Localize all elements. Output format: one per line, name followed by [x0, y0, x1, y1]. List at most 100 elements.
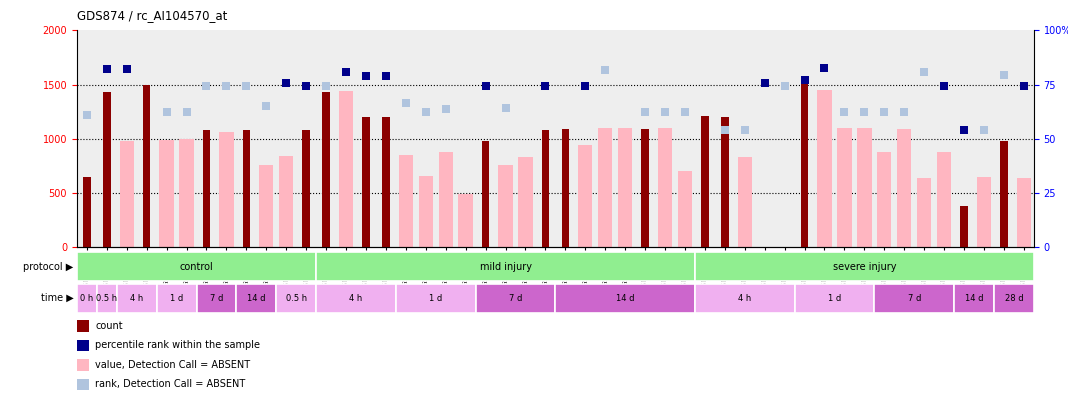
Point: [218, 82, 235, 89]
Bar: [801, 81, 808, 247]
Point: [238, 82, 255, 89]
Text: time ▶: time ▶: [41, 293, 74, 303]
Bar: [143, 85, 151, 247]
Point: [676, 109, 693, 115]
Bar: [555, 284, 695, 313]
Bar: [678, 171, 692, 247]
Point: [597, 67, 614, 74]
Bar: [396, 284, 475, 313]
Bar: [641, 129, 649, 247]
Bar: [316, 284, 396, 313]
Bar: [482, 141, 489, 247]
Point: [776, 82, 794, 89]
Bar: [458, 194, 473, 247]
Point: [178, 109, 195, 115]
Bar: [77, 252, 316, 281]
Bar: [242, 130, 250, 247]
Point: [298, 82, 315, 89]
Point: [358, 72, 375, 79]
Text: 14 d: 14 d: [616, 294, 634, 303]
Bar: [398, 155, 413, 247]
Point: [736, 127, 753, 133]
Bar: [721, 117, 728, 247]
Point: [1016, 82, 1033, 89]
Point: [537, 82, 554, 89]
Point: [836, 109, 853, 115]
Bar: [279, 156, 294, 247]
Bar: [960, 206, 968, 247]
Bar: [795, 284, 875, 313]
Bar: [159, 140, 174, 247]
Point: [577, 82, 594, 89]
Text: 7 d: 7 d: [508, 294, 522, 303]
Text: 0 h: 0 h: [80, 294, 94, 303]
Text: 1 d: 1 d: [828, 294, 842, 303]
Point: [337, 68, 355, 75]
Bar: [316, 252, 695, 281]
Point: [477, 82, 494, 89]
Text: 14 d: 14 d: [247, 294, 266, 303]
Point: [198, 82, 215, 89]
Point: [437, 106, 454, 113]
Bar: [323, 92, 330, 247]
Text: 4 h: 4 h: [349, 294, 363, 303]
Point: [397, 100, 414, 106]
Bar: [157, 284, 197, 313]
Bar: [875, 284, 954, 313]
Bar: [858, 128, 871, 247]
Bar: [475, 284, 555, 313]
Bar: [977, 177, 991, 247]
Bar: [877, 152, 892, 247]
Point: [158, 109, 175, 115]
Point: [855, 109, 873, 115]
Point: [796, 77, 813, 83]
Point: [995, 72, 1012, 78]
Point: [497, 105, 514, 112]
Bar: [97, 284, 116, 313]
Text: rank, Detection Call = ABSENT: rank, Detection Call = ABSENT: [95, 379, 246, 389]
Text: 1 d: 1 d: [170, 294, 184, 303]
Bar: [695, 252, 1034, 281]
Bar: [120, 141, 134, 247]
Point: [876, 109, 893, 115]
Text: severe injury: severe injury: [833, 262, 896, 272]
Bar: [897, 129, 911, 247]
Text: 7 d: 7 d: [209, 294, 223, 303]
Bar: [203, 130, 210, 247]
Text: 1 d: 1 d: [429, 294, 442, 303]
Text: 4 h: 4 h: [738, 294, 752, 303]
Point: [257, 103, 274, 109]
Text: value, Detection Call = ABSENT: value, Detection Call = ABSENT: [95, 360, 250, 370]
Bar: [77, 284, 97, 313]
Bar: [499, 165, 513, 247]
Bar: [419, 175, 433, 247]
Text: 0.5 h: 0.5 h: [285, 294, 307, 303]
Bar: [541, 130, 549, 247]
Bar: [439, 152, 453, 247]
Bar: [701, 116, 709, 247]
Bar: [197, 284, 236, 313]
Bar: [83, 177, 91, 247]
Bar: [598, 128, 612, 247]
Point: [756, 80, 773, 87]
Text: GDS874 / rc_AI104570_at: GDS874 / rc_AI104570_at: [77, 9, 227, 22]
Point: [816, 65, 833, 72]
Point: [896, 109, 913, 115]
Bar: [695, 284, 795, 313]
Bar: [618, 128, 632, 247]
Bar: [817, 90, 832, 247]
Point: [78, 112, 95, 118]
Point: [418, 109, 435, 115]
Bar: [1000, 141, 1008, 247]
Text: 0.5 h: 0.5 h: [96, 294, 117, 303]
Bar: [277, 284, 316, 313]
Bar: [116, 284, 157, 313]
Bar: [362, 117, 370, 247]
Text: percentile rank within the sample: percentile rank within the sample: [95, 341, 260, 350]
Bar: [236, 284, 277, 313]
Bar: [738, 157, 752, 247]
Text: mild injury: mild injury: [480, 262, 532, 272]
Text: count: count: [95, 321, 123, 331]
Bar: [954, 284, 994, 313]
Bar: [518, 157, 533, 247]
